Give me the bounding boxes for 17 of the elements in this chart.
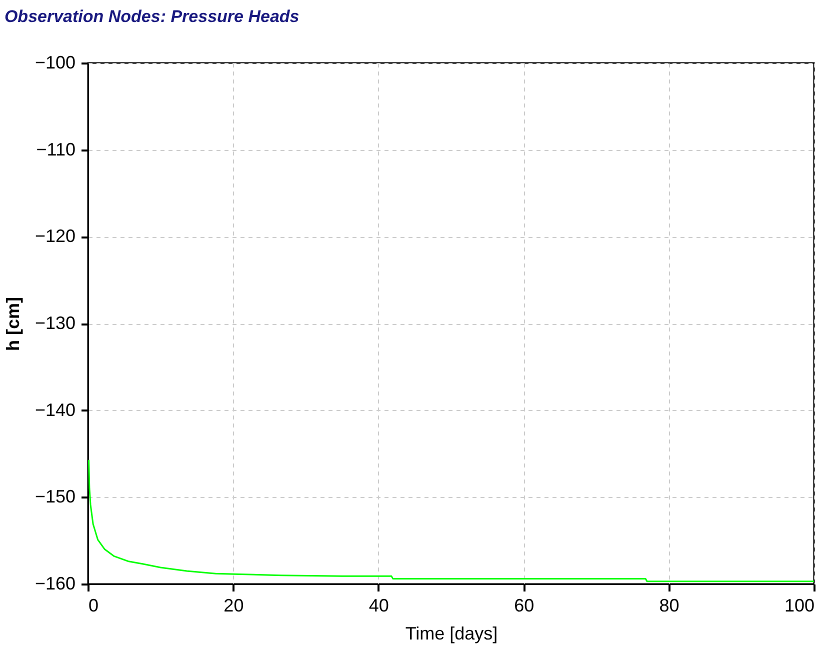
x-tick-label: 100 xyxy=(784,596,814,616)
y-tick-label: −150 xyxy=(34,486,76,507)
line-series xyxy=(88,459,814,582)
x-tick-label: 60 xyxy=(514,596,534,616)
x-tick-label: 80 xyxy=(659,596,680,616)
y-tick-label: −160 xyxy=(34,574,76,594)
y-tick-label: −140 xyxy=(34,400,76,420)
y-tick-label: −110 xyxy=(36,139,76,160)
x-tick-label: 40 xyxy=(368,596,389,616)
y-tick-label: −100 xyxy=(34,52,76,72)
x-tick-label: 0 xyxy=(88,596,99,616)
x-tick-label: 20 xyxy=(224,596,244,616)
y-axis-title: h [cm] xyxy=(2,297,23,351)
x-axis-title: Time [days] xyxy=(405,624,498,644)
y-tick-label: −130 xyxy=(34,313,76,333)
y-tick-label: −120 xyxy=(34,226,76,246)
chart-title: Observation Nodes: Pressure Heads xyxy=(4,7,300,26)
